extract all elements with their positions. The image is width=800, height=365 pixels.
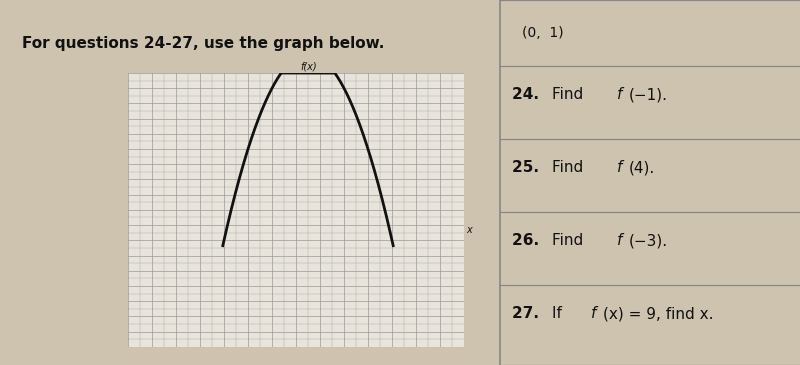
Text: Find: Find [552, 233, 589, 249]
Text: 24.: 24. [512, 87, 544, 103]
Text: f: f [591, 306, 597, 322]
Text: f: f [617, 160, 622, 176]
Text: Find: Find [552, 87, 589, 103]
Text: f(x): f(x) [301, 61, 318, 72]
Text: For questions 24-27, use the graph below.: For questions 24-27, use the graph below… [22, 36, 385, 51]
Text: (4).: (4). [629, 160, 655, 176]
Text: (x) = 9, find x.: (x) = 9, find x. [602, 306, 714, 322]
Text: f: f [617, 87, 622, 103]
Text: 26.: 26. [512, 233, 544, 249]
Text: (−1).: (−1). [629, 87, 668, 103]
Text: 25.: 25. [512, 160, 544, 176]
Text: Find: Find [552, 160, 589, 176]
Text: (0,  1): (0, 1) [522, 26, 564, 40]
Text: x: x [466, 225, 472, 235]
Text: If: If [552, 306, 567, 322]
Text: f: f [617, 233, 622, 249]
Text: 27.: 27. [512, 306, 544, 322]
Text: (−3).: (−3). [629, 233, 668, 249]
